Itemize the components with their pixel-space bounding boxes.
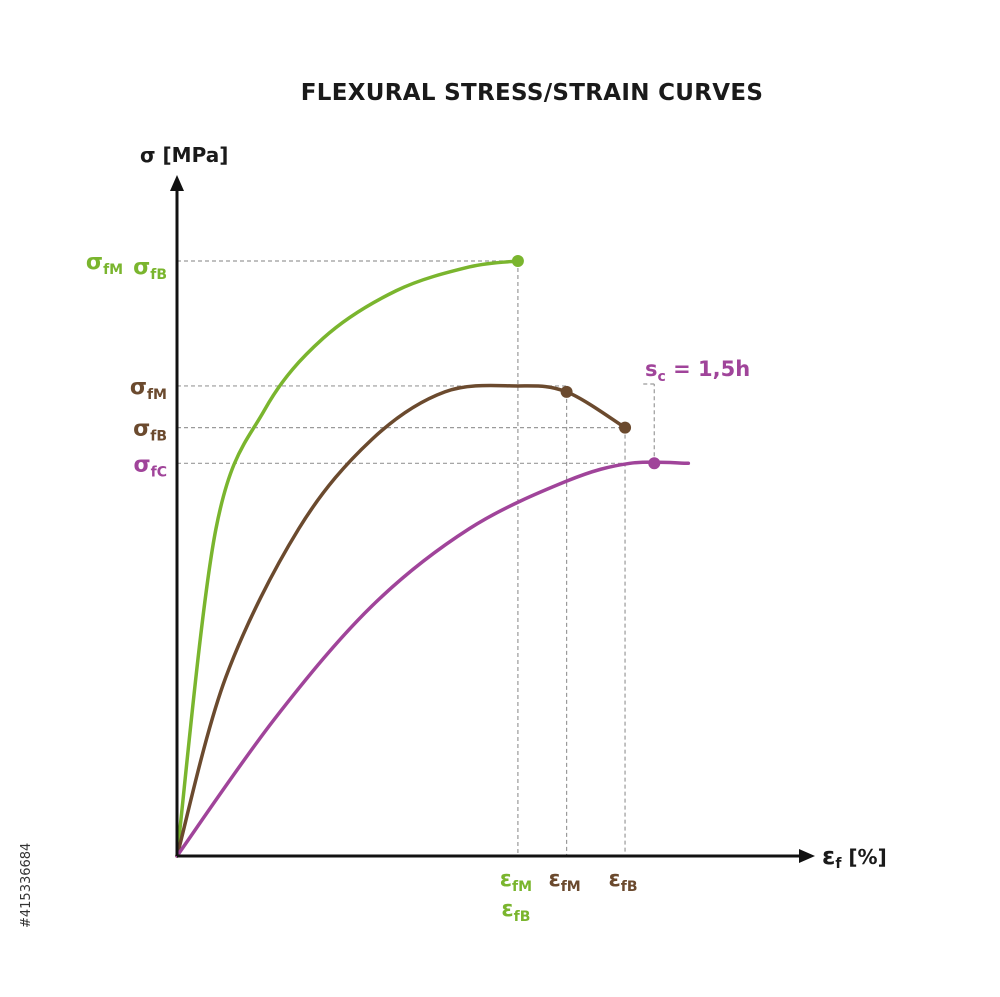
span-annotation: sc = 1,5h <box>645 357 750 385</box>
chart-title: FLEXURAL STRESS/STRAIN CURVES <box>301 80 763 106</box>
label-sub: fM <box>103 262 123 278</box>
label-sub: fB <box>150 267 167 283</box>
label-sub: fM <box>147 387 167 403</box>
x-axis-label-unit: [%] <box>841 845 886 869</box>
y-annotation-label: σfM <box>130 375 167 403</box>
label-main: σ <box>133 452 150 477</box>
y-annotation-label: σfB <box>133 417 167 445</box>
guide-lines <box>177 260 655 856</box>
curves <box>175 259 691 858</box>
label-sub: fB <box>150 429 167 445</box>
label-main: ε <box>548 867 560 892</box>
x-axis-label: εf [%] <box>822 842 887 872</box>
annotation-sub: c <box>658 369 666 385</box>
label-main: ε <box>500 867 512 892</box>
x-annotation-label: εfM <box>500 867 532 895</box>
label-main: σ <box>133 255 150 280</box>
purple-marker <box>648 457 661 470</box>
label-main: ε <box>501 897 513 922</box>
x-axis-label-main: ε <box>822 842 835 870</box>
brown-marker <box>619 421 632 434</box>
y-annotation-label: σfM σfB <box>86 250 167 283</box>
x-annotation-label: εfB <box>501 897 530 925</box>
x-axis-label-sub: f <box>835 856 842 872</box>
watermark-id: #415336684 <box>19 843 34 928</box>
brown-marker <box>560 385 573 398</box>
x-axis-arrow-icon <box>799 849 815 863</box>
y-axis-label: σ [MPa] <box>140 143 228 167</box>
curve-markers <box>511 255 661 470</box>
purple-curve <box>175 460 691 858</box>
x-annotation-label: εfM <box>548 867 580 895</box>
annotation-main: s <box>645 357 658 381</box>
brown-curve <box>175 383 627 858</box>
annotation-rest: = 1,5h <box>666 357 750 381</box>
label-main: σ <box>86 250 103 275</box>
green-marker <box>511 255 524 267</box>
y-annotation-label: σfC <box>133 452 167 480</box>
label-sub: fB <box>621 879 638 895</box>
label-main: σ <box>130 375 147 400</box>
x-annotation-label: εfB <box>609 867 638 895</box>
label-main: σ <box>133 417 150 442</box>
label-sub: fM <box>512 879 532 895</box>
y-axis-arrow-icon <box>170 175 184 191</box>
label-sub: fM <box>561 879 581 895</box>
label-main: ε <box>609 867 621 892</box>
green-curve <box>175 259 520 858</box>
label-sub: fB <box>514 909 531 925</box>
annotation-group: sc = 1,5h <box>645 357 750 385</box>
label-sub: fC <box>151 464 167 480</box>
